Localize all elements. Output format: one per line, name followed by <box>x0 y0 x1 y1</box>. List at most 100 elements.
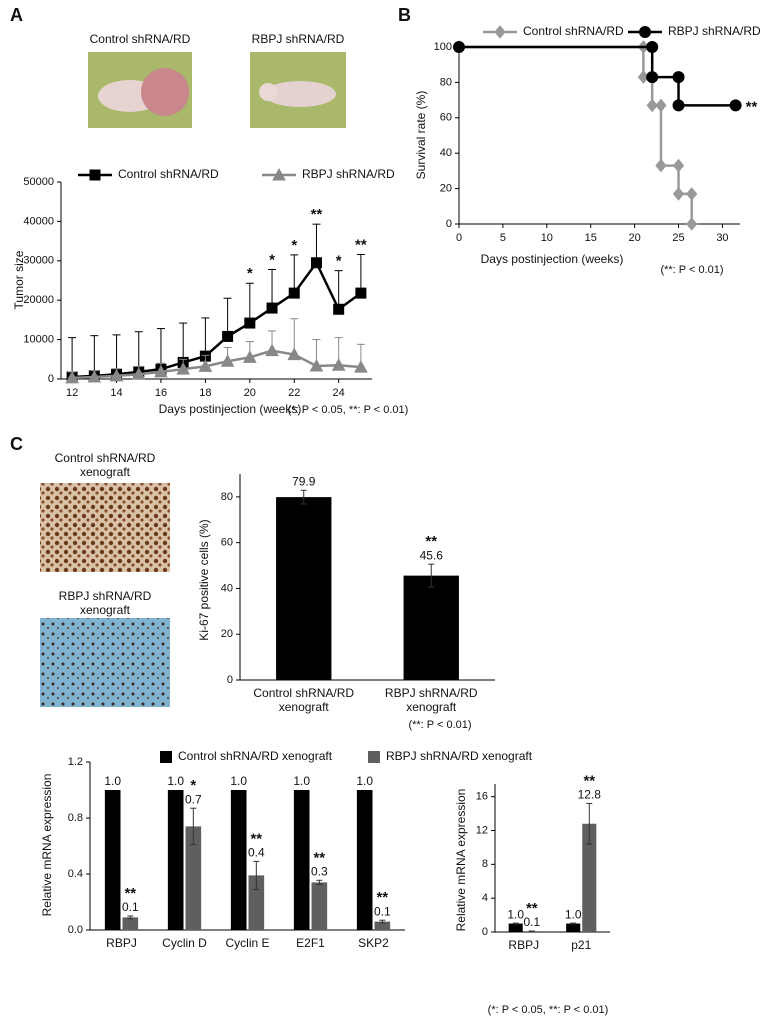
marker <box>639 26 651 38</box>
bar <box>248 875 265 930</box>
marker <box>309 358 324 372</box>
marker <box>266 302 278 314</box>
x-tick-label: E2F1 <box>296 936 325 950</box>
y-tick-label: 0.8 <box>68 812 83 824</box>
marker <box>220 354 235 367</box>
x-tick-label: p21 <box>571 938 591 952</box>
line <box>72 260 362 379</box>
marker <box>646 41 659 53</box>
value-label: 0.1 <box>374 904 391 918</box>
bar <box>311 882 328 930</box>
x-tick-label: 20 <box>244 387 256 399</box>
y-tick-label: 80 <box>221 491 233 503</box>
significance: ** <box>311 206 323 223</box>
value-label: 0.1 <box>122 900 139 914</box>
marker <box>87 369 102 383</box>
footnote: (*: P < 0.05, **: P < 0.01) <box>288 404 409 416</box>
bar <box>293 790 310 930</box>
marker <box>655 98 667 113</box>
y-tick-label: 1.2 <box>68 756 83 768</box>
marker <box>131 367 146 380</box>
y-tick-label: 40 <box>221 582 233 594</box>
y-tick-label: 0 <box>48 373 54 385</box>
y-tick-label: 8 <box>482 858 488 870</box>
significance: ** <box>425 533 437 550</box>
significance: * <box>190 777 196 794</box>
y-tick-label: 100 <box>434 41 452 53</box>
x-tick-label: 30 <box>716 232 728 244</box>
value-label: 1.0 <box>356 774 373 788</box>
x-tick-label: 0 <box>456 232 462 244</box>
marker <box>672 158 685 173</box>
bar <box>582 823 597 932</box>
legend-label: Control shRNA/RD <box>118 167 219 181</box>
significance: ** <box>376 889 388 906</box>
significance: * <box>336 253 342 270</box>
marker <box>154 364 168 378</box>
value-label: 1.0 <box>565 907 582 921</box>
x-tick-label: 25 <box>672 232 684 244</box>
marker <box>265 343 279 357</box>
line <box>459 45 736 107</box>
legend-label: Control shRNA/RD xenograft <box>178 749 333 763</box>
panel-letter: C <box>10 434 23 454</box>
y-tick-label: 10000 <box>23 334 54 346</box>
bar <box>276 497 332 680</box>
y-axis-label: Ki-67 positive cells (%) <box>197 519 211 640</box>
value-label: 79.9 <box>292 474 316 488</box>
marker <box>672 99 685 112</box>
x-tick-label: 18 <box>199 387 211 399</box>
histology-image <box>40 618 170 707</box>
footnote: (*: P < 0.05, **: P < 0.01) <box>488 1004 609 1016</box>
marker <box>453 41 465 53</box>
y-tick-label: 0.0 <box>68 924 83 936</box>
value-label: 1.0 <box>293 774 310 788</box>
photo-caption: RBPJ shRNA/RD <box>252 32 345 46</box>
legend-label: RBPJ shRNA/RD <box>302 167 395 181</box>
significance: ** <box>313 849 325 866</box>
y-tick-label: 0.4 <box>68 868 83 880</box>
marker <box>354 360 368 373</box>
bar <box>566 923 581 932</box>
bar <box>508 923 523 932</box>
x-tick-label: Cyclin D <box>162 936 207 950</box>
x-tick-label: 24 <box>333 387 345 399</box>
bar <box>122 917 139 930</box>
x-axis-label: Days postinjection (weeks) <box>159 402 302 416</box>
image-caption: RBPJ shRNA/RD <box>59 589 152 603</box>
x-tick-label: RBPJ <box>106 936 137 950</box>
marker <box>729 99 742 112</box>
marker <box>646 98 658 113</box>
marker <box>310 257 322 269</box>
y-tick-label: 30000 <box>23 255 54 267</box>
significance: ** <box>746 98 758 115</box>
x-tick-label: 12 <box>66 387 78 399</box>
value-label: 0.7 <box>185 792 202 806</box>
y-tick-label: 80 <box>440 76 452 88</box>
marker <box>287 347 302 361</box>
value-label: 45.6 <box>420 548 444 562</box>
marker <box>494 25 506 39</box>
bar <box>403 575 459 680</box>
legend-label: RBPJ shRNA/RD xenograft <box>386 749 533 763</box>
x-tick-label: xenograft <box>406 700 457 714</box>
image-caption: xenograft <box>80 465 131 479</box>
marker <box>355 287 367 299</box>
y-tick-label: 40000 <box>23 215 54 227</box>
y-tick-label: 4 <box>482 892 488 904</box>
value-label: 0.4 <box>248 846 265 860</box>
marker <box>672 187 685 201</box>
image-caption: xenograft <box>80 603 131 617</box>
mouse-photo <box>88 52 192 128</box>
image-caption: Control shRNA/RD <box>55 451 156 465</box>
x-tick-label: 16 <box>155 387 167 399</box>
y-axis-label: Survival rate (%) <box>414 91 428 180</box>
y-axis-label: Relative mRNA expression <box>40 774 54 917</box>
marker <box>109 368 124 382</box>
histology-image <box>40 483 170 572</box>
marker <box>198 359 213 372</box>
marker <box>686 187 698 201</box>
significance: * <box>269 251 275 268</box>
x-tick-label: Cyclin E <box>225 936 269 950</box>
